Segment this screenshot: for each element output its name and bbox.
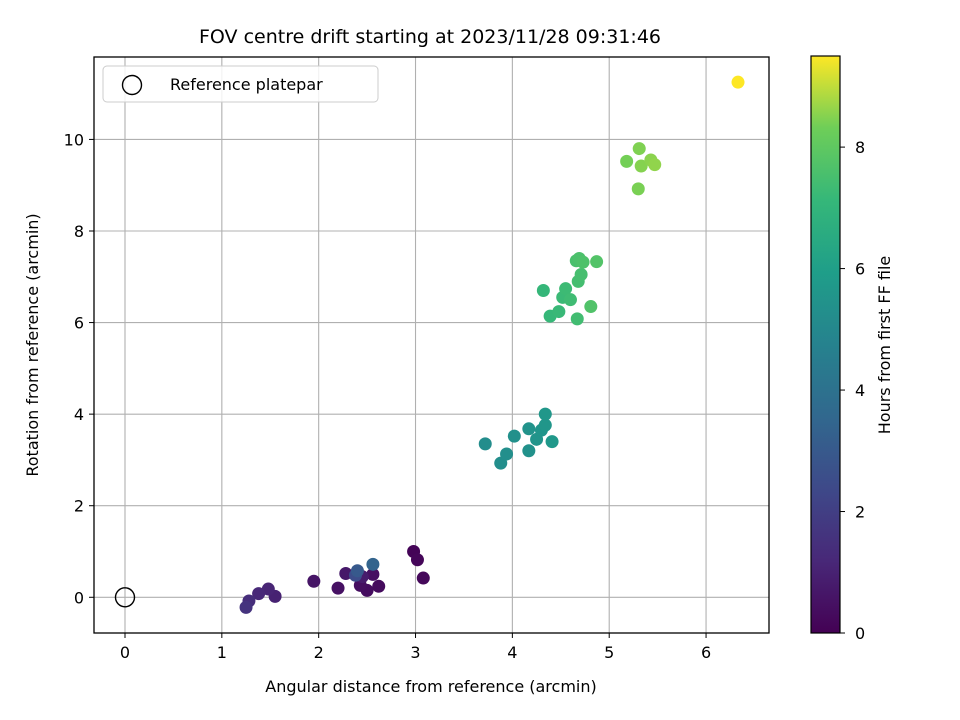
colorbar-ticks: 0 2 4 6 8 bbox=[840, 138, 865, 643]
data-point bbox=[372, 579, 386, 593]
colorbar bbox=[810, 55, 841, 634]
data-point bbox=[410, 553, 424, 567]
data-point bbox=[252, 587, 266, 601]
data-point bbox=[538, 418, 552, 432]
y-axis-ticks: 0 2 4 6 8 10 bbox=[64, 130, 94, 607]
data-point bbox=[366, 567, 380, 581]
data-point bbox=[507, 429, 521, 443]
data-point bbox=[590, 255, 604, 269]
x-tick-label: 6 bbox=[701, 643, 711, 662]
data-point bbox=[545, 435, 559, 449]
data-point bbox=[648, 158, 662, 172]
data-point bbox=[307, 574, 321, 588]
y-tick-label: 8 bbox=[74, 222, 84, 241]
colorbar-tick-label: 0 bbox=[855, 624, 865, 643]
legend-entry-reference: Reference platepar bbox=[170, 75, 323, 94]
plot-frame bbox=[93, 56, 770, 634]
data-point bbox=[631, 182, 645, 196]
data-point bbox=[339, 566, 353, 580]
data-point bbox=[536, 284, 550, 298]
colorbar-tick-label: 8 bbox=[855, 138, 865, 157]
x-axis-label: Angular distance from reference (arcmin) bbox=[265, 677, 596, 696]
data-point bbox=[522, 444, 536, 458]
data-point bbox=[574, 267, 588, 281]
colorbar-tick-label: 2 bbox=[855, 503, 865, 522]
data-point bbox=[416, 571, 430, 585]
reference-marker bbox=[114, 587, 136, 608]
legend-box bbox=[102, 65, 379, 103]
data-point bbox=[632, 142, 646, 156]
data-point bbox=[576, 255, 590, 269]
data-point bbox=[522, 422, 536, 436]
x-tick-label: 4 bbox=[507, 643, 517, 662]
y-axis-label: Rotation from reference (arcmin) bbox=[23, 213, 42, 476]
y-tick-label: 10 bbox=[64, 130, 84, 149]
x-tick-label: 1 bbox=[217, 643, 227, 662]
data-point bbox=[538, 407, 552, 421]
colorbar-label: Hours from first FF file bbox=[875, 256, 894, 435]
data-point bbox=[620, 154, 634, 168]
data-point bbox=[366, 557, 380, 571]
y-tick-label: 0 bbox=[74, 588, 84, 607]
data-point bbox=[261, 582, 275, 596]
y-tick-label: 2 bbox=[74, 497, 84, 516]
grid bbox=[94, 57, 769, 633]
data-point bbox=[634, 159, 648, 173]
data-point bbox=[570, 312, 584, 326]
data-point bbox=[350, 564, 364, 578]
data-point bbox=[559, 282, 573, 296]
x-tick-label: 0 bbox=[120, 643, 130, 662]
data-point bbox=[239, 600, 253, 614]
reference-point bbox=[114, 587, 136, 608]
legend: Reference platepar bbox=[102, 65, 379, 103]
x-axis-ticks: 0 1 2 3 4 5 6 bbox=[120, 633, 711, 662]
data-points bbox=[239, 75, 745, 614]
data-point bbox=[731, 75, 745, 89]
data-point bbox=[584, 300, 598, 314]
data-point bbox=[478, 437, 492, 451]
chart-title: FOV centre drift starting at 2023/11/28 … bbox=[199, 26, 661, 48]
data-point bbox=[500, 447, 514, 461]
legend-marker-reference bbox=[121, 74, 143, 96]
data-point bbox=[552, 305, 566, 319]
data-point bbox=[331, 581, 345, 595]
x-tick-label: 2 bbox=[314, 643, 324, 662]
colorbar-tick-label: 6 bbox=[855, 260, 865, 279]
y-tick-label: 6 bbox=[74, 314, 84, 333]
x-tick-label: 5 bbox=[604, 643, 614, 662]
y-tick-label: 4 bbox=[74, 405, 84, 424]
colorbar-tick-label: 4 bbox=[855, 381, 865, 400]
x-tick-label: 3 bbox=[410, 643, 420, 662]
data-point bbox=[563, 293, 577, 307]
